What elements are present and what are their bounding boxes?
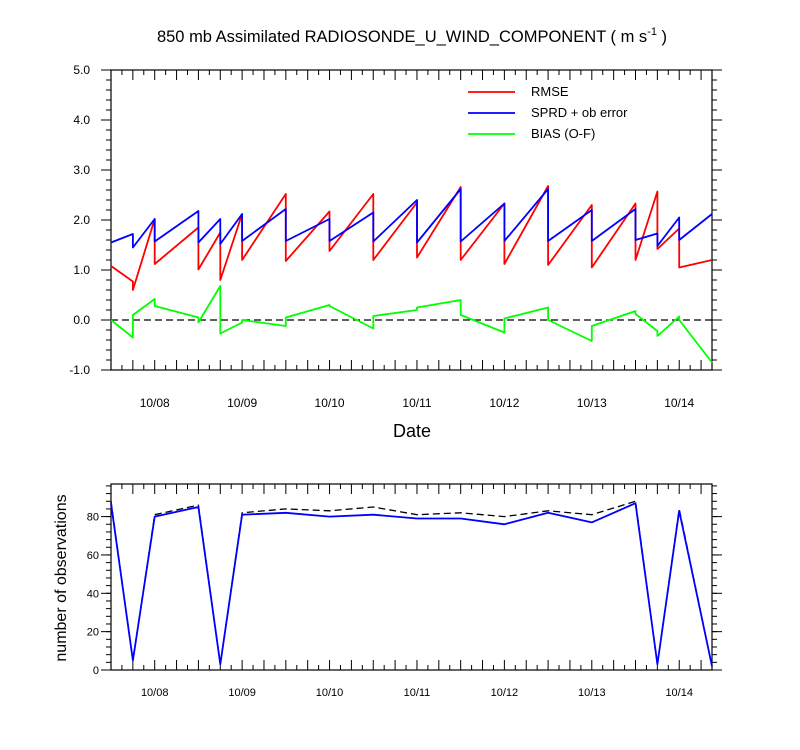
y-tick-label: 60 bbox=[87, 550, 99, 562]
series-line-sprd-ob-error bbox=[110, 188, 713, 249]
y-tick-label: 3.0 bbox=[73, 163, 90, 177]
x-tick-label: 10/09 bbox=[228, 687, 256, 699]
legend-label: SPRD + ob error bbox=[531, 105, 628, 120]
x-tick-label: 10/13 bbox=[578, 687, 606, 699]
y-tick-label: -1.0 bbox=[69, 363, 90, 377]
x-tick-label: 10/14 bbox=[665, 687, 693, 699]
legend-label: BIAS (O-F) bbox=[531, 126, 595, 141]
x-tick-label: 10/14 bbox=[664, 396, 694, 410]
top-chart-panel: 10/08 10/09 10/10 10/11 10/12 10/13 10/14 -1.0 0… bbox=[69, 63, 722, 410]
y-tick-label: 80 bbox=[87, 512, 99, 524]
legend-label: RMSE bbox=[531, 84, 569, 99]
x-tick-label: 10/11 bbox=[404, 687, 431, 699]
title-main: 850 mb Assimilated RADIOSONDE_U_WIND_COM… bbox=[157, 28, 647, 46]
x-tick-label: 10/13 bbox=[577, 396, 607, 410]
top-x-axis-label: Date bbox=[393, 421, 431, 441]
plot-frame bbox=[110, 483, 713, 671]
title-end: ) bbox=[657, 28, 667, 46]
x-tick-label: 10/12 bbox=[489, 396, 519, 410]
y-tick-label: 0 bbox=[93, 665, 99, 677]
x-tick-label: 10/08 bbox=[141, 687, 169, 699]
bottom-y-axis-label: number of observations bbox=[53, 494, 70, 661]
legend: RMSE SPRD + ob error BIAS (O-F) bbox=[468, 84, 628, 141]
y-tick-label: 4.0 bbox=[73, 113, 90, 127]
y-tick-label: 2.0 bbox=[73, 213, 90, 227]
y-tick-label: 1.0 bbox=[73, 263, 90, 277]
series-line-bias-o-f bbox=[110, 285, 713, 364]
series-line-rmse bbox=[110, 185, 713, 291]
x-tick-label: 10/12 bbox=[491, 687, 519, 699]
series-line-used bbox=[110, 502, 713, 667]
y-tick-label: 5.0 bbox=[73, 63, 90, 77]
x-tick-label: 10/08 bbox=[140, 396, 170, 410]
x-tick-label: 10/10 bbox=[316, 687, 344, 699]
x-tick-label: 10/11 bbox=[402, 396, 431, 410]
y-tick-label: 0.0 bbox=[73, 313, 90, 327]
y-tick-label: 40 bbox=[87, 588, 99, 600]
chart-title: 850 mb Assimilated RADIOSONDE_U_WIND_COM… bbox=[157, 26, 667, 46]
x-tick-label: 10/10 bbox=[315, 396, 345, 410]
x-tick-label: 10/09 bbox=[227, 396, 257, 410]
bottom-chart-panel: 10/08 10/09 10/10 10/11 10/12 10/13 10/14 0 20 40… bbox=[87, 483, 722, 699]
title-superscript: -1 bbox=[647, 26, 657, 38]
y-tick-label: 20 bbox=[87, 627, 99, 639]
